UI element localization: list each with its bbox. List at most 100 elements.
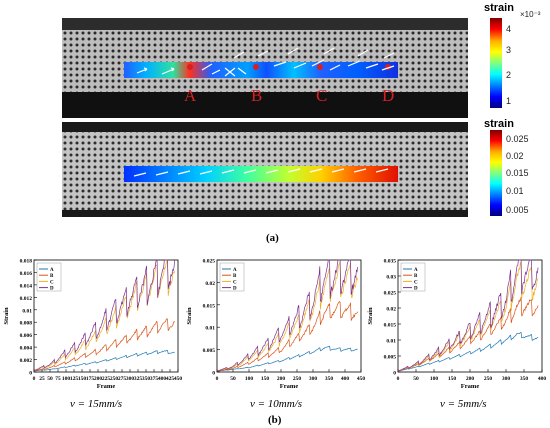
x-tick-label: 250: [293, 376, 302, 382]
colorbar-bottom: [490, 130, 502, 216]
y-tick-label: 0.005: [203, 348, 216, 354]
point-label-d: D: [382, 86, 394, 106]
caption-b: (b): [268, 414, 281, 426]
speed-label-10: v = 10mm/s: [250, 398, 302, 410]
colorbar-title-bottom: strain: [484, 118, 514, 130]
y-tick-label: 0.012: [20, 296, 33, 302]
x-tick-label: 50: [47, 376, 53, 382]
x-tick-label: 100: [430, 376, 439, 382]
x-tick-label: 250: [484, 376, 493, 382]
x-tick-label: 350: [325, 376, 334, 382]
legend-label: D: [414, 287, 418, 292]
legend-box: [37, 263, 61, 291]
legend-label: A: [50, 268, 54, 273]
x-axis-label: Frame: [97, 383, 116, 390]
x-tick-label: 0: [33, 376, 36, 382]
x-tick-label: 450: [174, 376, 183, 382]
y-tick-label: 0.025: [384, 291, 397, 297]
legend-label: D: [233, 287, 237, 292]
colorbar-tick-bottom: 0.02: [506, 151, 524, 161]
y-tick-label: 0.03: [386, 275, 396, 281]
x-tick-label: 400: [341, 376, 350, 382]
colorbar-tick-bottom: 0.005: [506, 205, 529, 215]
x-tick-label: 75: [55, 376, 61, 382]
y-tick-label: 0.01: [205, 326, 215, 332]
strain-field-bottom: [124, 166, 398, 182]
legend-label: C: [233, 280, 237, 285]
x-axis-label: Frame: [280, 383, 299, 390]
legend: ABCD: [37, 263, 61, 292]
legend-box: [401, 263, 425, 291]
strain-chart-15mms: 0 0.002 0.004 0.006 0.008 0.01 0.012 0.014 0.016…: [0, 254, 185, 394]
point-c-marker: [317, 64, 323, 70]
x-tick-label: 300: [309, 376, 318, 382]
point-b-marker: [253, 64, 259, 70]
y-tick-label: 0.015: [203, 303, 216, 309]
y-tick-label: 0.006: [20, 333, 33, 339]
strain-chart-10mms: 00.0050.010.0150.020.0250 50 100 150 200 250 3…: [183, 254, 368, 394]
speed-label-15: v = 15mm/s: [70, 398, 122, 410]
y-tick-label: 0.015: [384, 323, 397, 329]
speed-label-5: v = 5mm/s: [440, 398, 487, 410]
y-tick-label: 0.025: [203, 259, 216, 265]
y-tick-label: 0.002: [20, 358, 33, 364]
colorbar-exponent-top: ×10⁻³: [520, 10, 540, 19]
legend-label: C: [50, 280, 54, 285]
colorbar-tick-top: 1: [506, 96, 511, 106]
y-axis-label: Strain: [3, 307, 10, 325]
specimen-image-bottom: [62, 122, 468, 217]
y-tick-label: 0.018: [20, 259, 33, 265]
dic-image-top: [62, 18, 468, 118]
x-tick-label: 50: [230, 376, 236, 382]
legend-label: A: [414, 268, 418, 273]
x-tick-label: 300: [502, 376, 511, 382]
legend-box: [220, 263, 244, 291]
strain-chart-5mms: 0 0.005 0.01 0.015 0.02 0.025 0.03 0.035 0 50 100 1…: [364, 254, 550, 394]
x-tick-label: 350: [520, 376, 529, 382]
x-tick-label: 150: [261, 376, 270, 382]
x-tick-label: 200: [466, 376, 475, 382]
y-tick-label: 0.01: [22, 308, 32, 314]
y-tick-label: 0.02: [205, 281, 215, 287]
y-tick-label: 0.02: [386, 307, 396, 313]
y-tick-label: 0.016: [20, 271, 33, 277]
y-tick-label: 0.035: [384, 259, 397, 265]
point-label-b: B: [251, 86, 262, 106]
colorbar-tick-bottom: 0.015: [506, 168, 529, 178]
colorbar-tick-bottom: 0.025: [506, 134, 529, 144]
legend-label: A: [233, 268, 237, 273]
y-tick-label: 0.005: [384, 355, 397, 361]
colorbar-title-top: strain: [484, 2, 514, 14]
x-tick-label: 200: [277, 376, 286, 382]
specimen-image-top: [62, 18, 468, 118]
legend-label: D: [50, 287, 54, 292]
x-tick-label: 0: [216, 376, 219, 382]
x-tick-label: 100: [245, 376, 254, 382]
colorbar-tick-top: 3: [506, 45, 511, 55]
y-tick-label: 0.004: [20, 346, 33, 352]
legend: ABCD: [220, 263, 244, 292]
y-axis-label: Strain: [186, 307, 193, 325]
x-tick-label: 0: [397, 376, 400, 382]
point-label-c: C: [316, 86, 327, 106]
colorbar-tick-bottom: 0.01: [506, 186, 524, 196]
x-axis-label: Frame: [461, 383, 480, 390]
x-tick-label: 400: [538, 376, 547, 382]
caption-a: (a): [266, 232, 279, 244]
legend: ABCD: [401, 263, 425, 292]
y-tick-label: 0.014: [20, 283, 33, 289]
y-tick-label: 0.01: [386, 339, 396, 345]
colorbar-top: [490, 18, 502, 108]
x-tick-label: 150: [448, 376, 457, 382]
colorbar-tick-top: 2: [506, 70, 511, 80]
strain-field-top: [124, 62, 398, 78]
point-label-a: A: [184, 86, 196, 106]
y-axis-label: Strain: [367, 307, 374, 325]
colorbar-tick-top: 4: [506, 24, 511, 34]
dic-image-bottom: [62, 122, 468, 217]
y-tick-label: 0.008: [20, 321, 33, 327]
point-a-marker: [187, 64, 193, 70]
x-tick-label: 50: [413, 376, 419, 382]
x-tick-label: 25: [39, 376, 45, 382]
legend-label: C: [414, 280, 418, 285]
